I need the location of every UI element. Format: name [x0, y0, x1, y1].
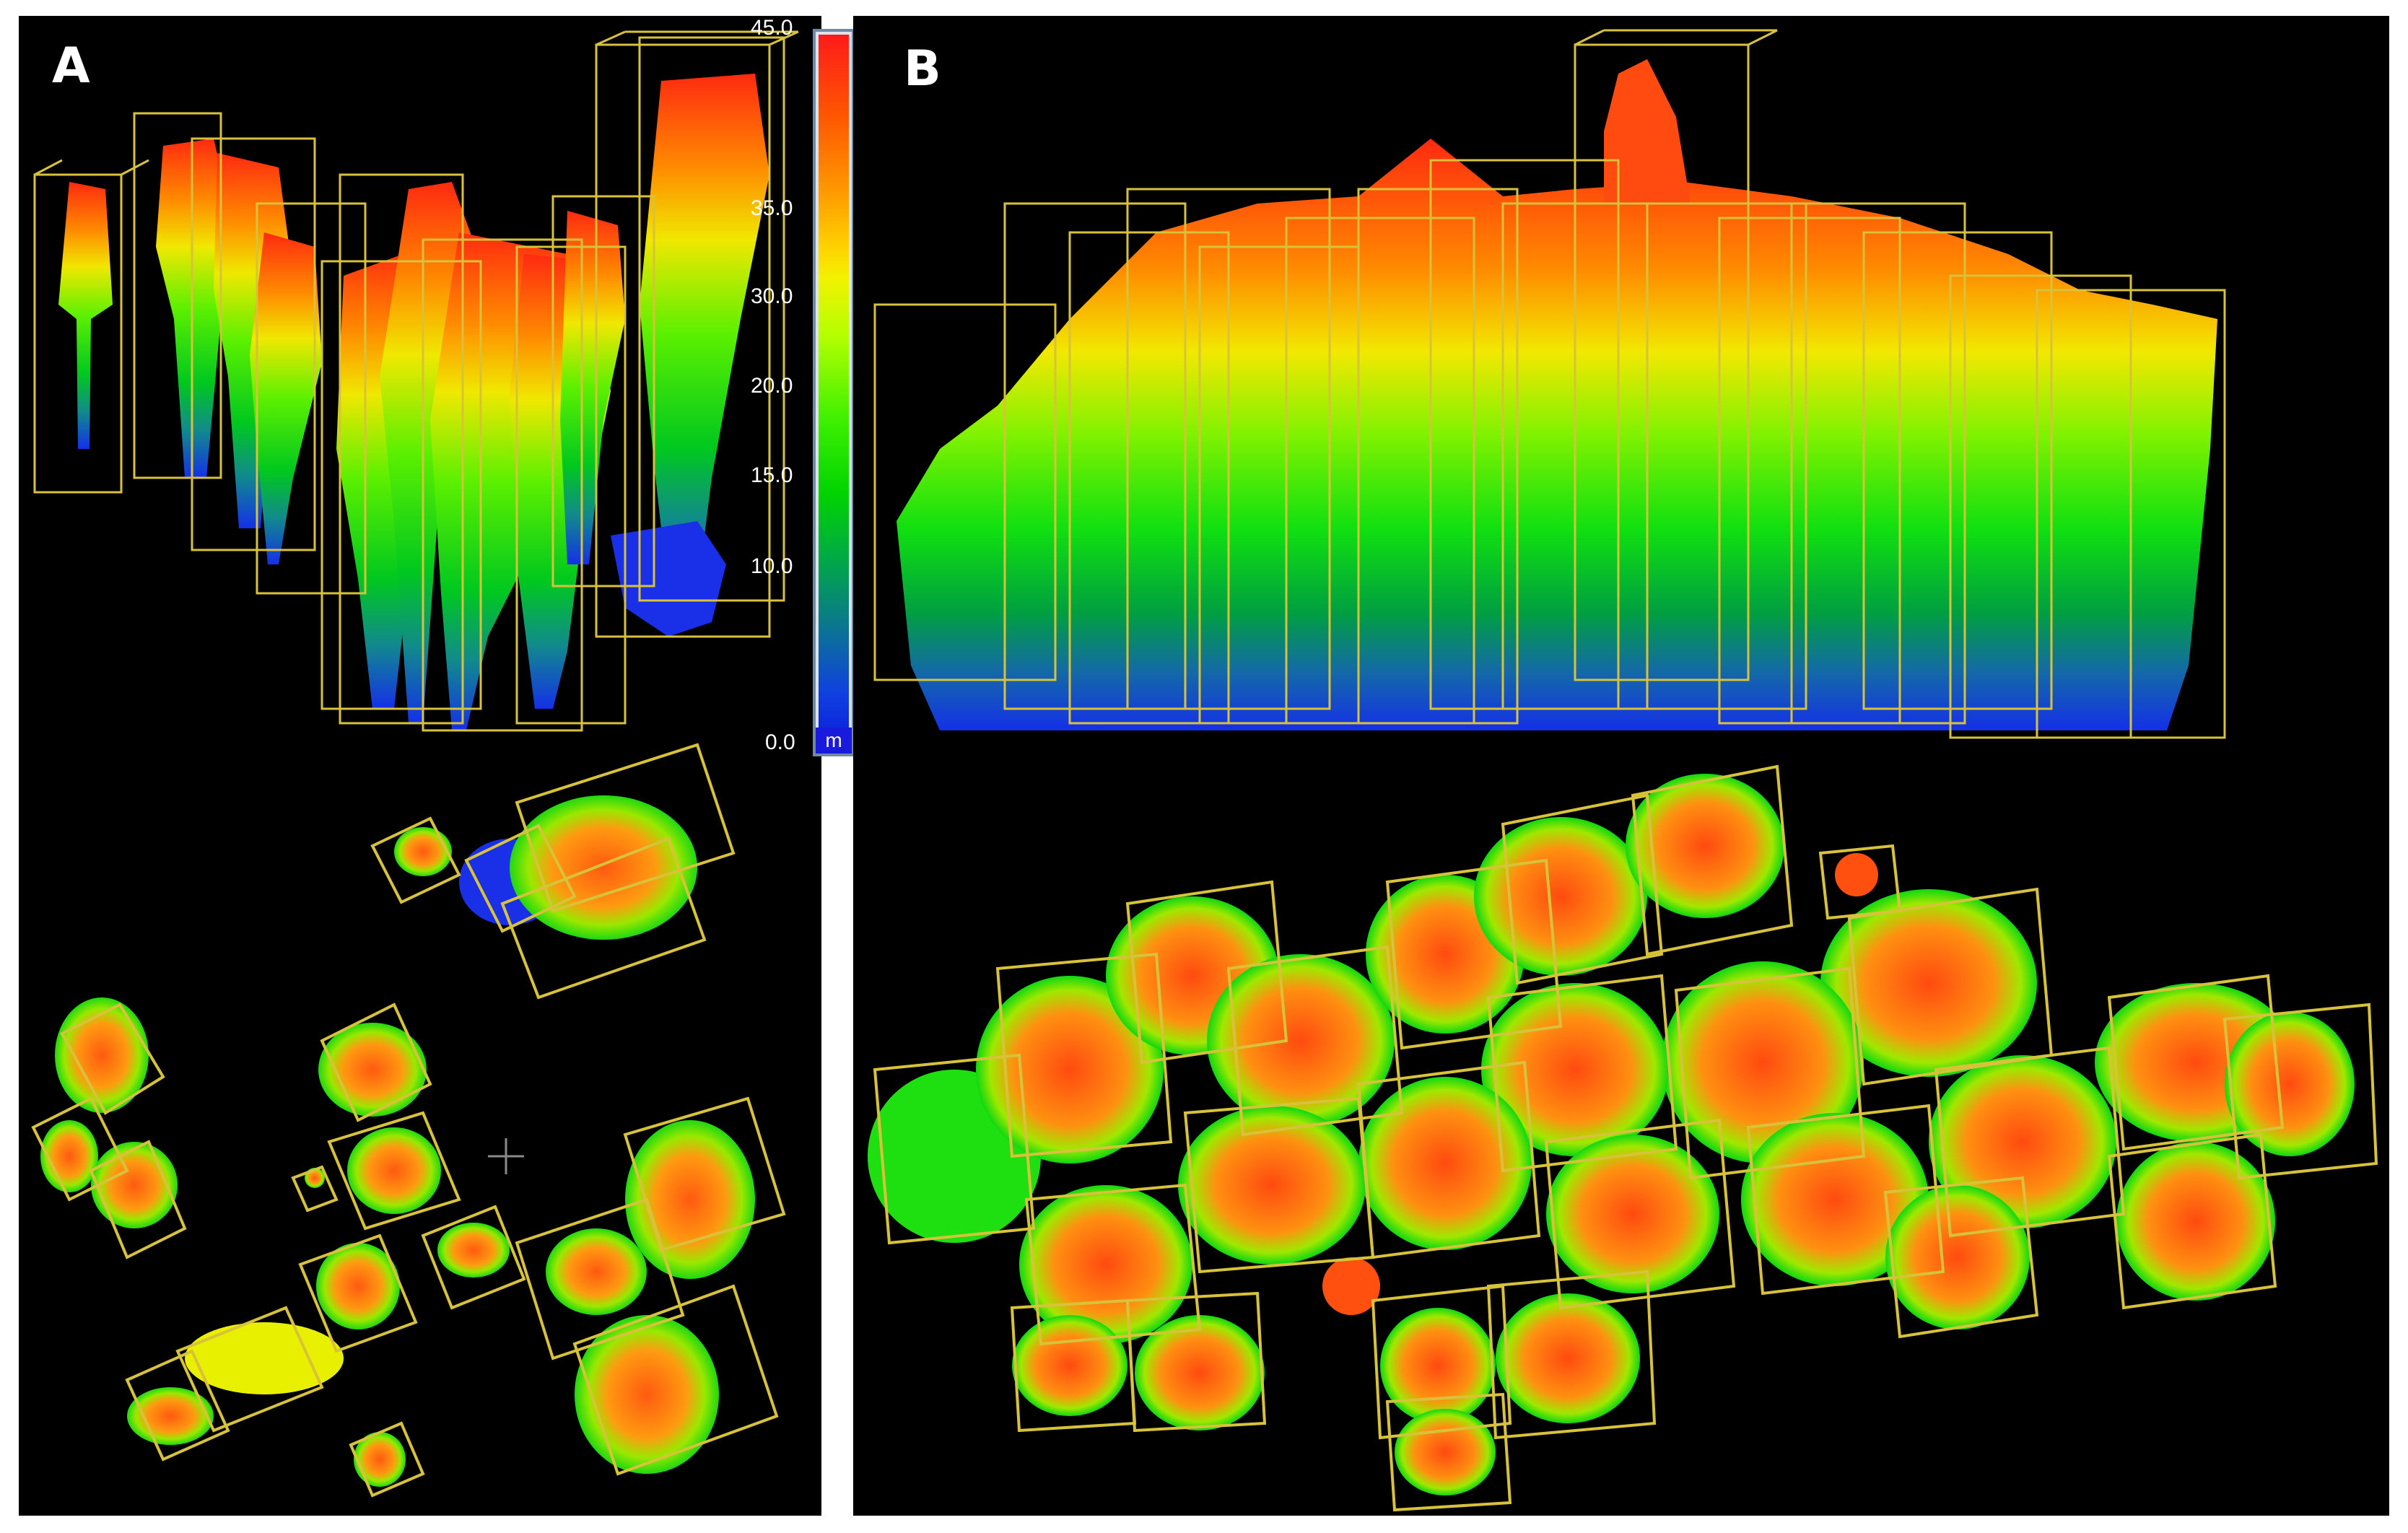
panel-a-top-view-crowns: [40, 795, 755, 1487]
colorbar-tick-label: 10.0: [751, 554, 793, 578]
colorbar-tick-label: 0.0: [765, 730, 795, 754]
panel-b-scene: [868, 29, 2378, 1512]
colorbar-tick-label: 15.0: [751, 463, 793, 487]
colorbar-tick-label: 20.0: [751, 374, 793, 398]
panel-b-side-view-canopy: [897, 59, 2217, 730]
panel-b-side-view-bounding-boxes: [873, 29, 2226, 739]
panel-a-point-cloud-view: A: [19, 16, 821, 1516]
panel-a-side-view-trees: [58, 74, 769, 730]
colorbar-tick-label: 30.0: [751, 284, 793, 308]
panel-a-top-view-bounding-boxes: [31, 743, 786, 1498]
crosshair-icon: [488, 1138, 524, 1174]
panel-a-side-view-bounding-boxes: [33, 30, 799, 732]
colorbar-tick-label: 45.0: [751, 16, 793, 40]
colorbar-tick-label: 35.0: [751, 196, 793, 220]
panel-a-label: A: [52, 38, 90, 95]
panel-b-point-cloud-view: B: [853, 16, 2389, 1516]
colorbar-unit: m: [816, 728, 852, 754]
panel-b-label: B: [904, 40, 941, 97]
height-colorbar: [813, 29, 855, 756]
panel-b-top-view-bounding-boxes: [873, 764, 2378, 1512]
height-colorbar-gradient: [819, 35, 849, 751]
panel-a-scene: [31, 30, 799, 1498]
